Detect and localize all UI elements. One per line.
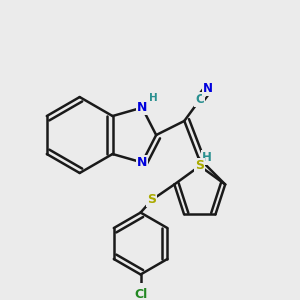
Text: N: N [203,82,213,95]
Text: Cl: Cl [134,288,147,300]
Text: H: H [149,93,158,103]
Text: S: S [147,194,156,206]
Text: C: C [195,93,204,106]
Text: H: H [202,151,212,164]
Text: N: N [137,156,147,169]
Text: N: N [137,101,147,114]
Text: S: S [195,160,204,172]
